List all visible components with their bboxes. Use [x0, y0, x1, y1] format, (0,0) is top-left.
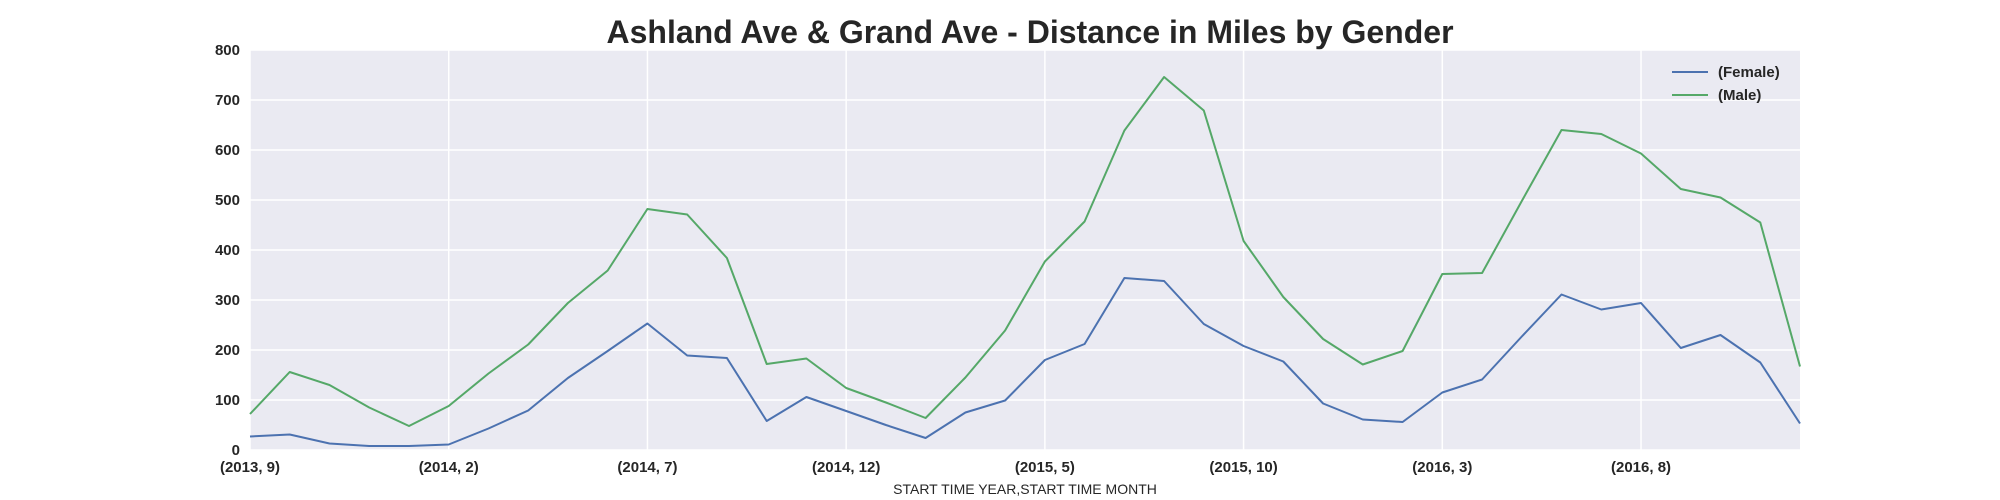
x-axis-label: START TIME YEAR,START TIME MONTH — [893, 481, 1157, 497]
y-tick-label: 0 — [232, 442, 240, 459]
legend-label: (Male) — [1718, 87, 1761, 104]
x-tick-label: (2014, 12) — [812, 459, 880, 476]
x-tick-label: (2014, 2) — [419, 459, 479, 476]
x-tick-label: (2015, 5) — [1015, 459, 1075, 476]
x-tick-label: (2016, 8) — [1611, 459, 1671, 476]
y-tick-label: 300 — [215, 292, 240, 309]
y-tick-label: 800 — [215, 42, 240, 59]
legend-label: (Female) — [1718, 64, 1780, 81]
x-tick-label: (2013, 9) — [220, 459, 280, 476]
y-tick-label: 400 — [215, 242, 240, 259]
x-tick-label: (2014, 7) — [617, 459, 677, 476]
x-tick-label: (2016, 3) — [1412, 459, 1472, 476]
legend: (Female) (Male) — [1672, 64, 1780, 104]
y-tick-label: 100 — [215, 392, 240, 409]
series-line-male — [249, 76, 1801, 427]
grid — [249, 49, 1800, 451]
y-tick-label: 200 — [215, 342, 240, 359]
series-lines — [249, 76, 1801, 447]
y-tick-label: 600 — [215, 142, 240, 159]
y-axis-ticks: 0 100 200 300 400 500 600 700 800 — [215, 42, 240, 459]
y-tick-label: 700 — [215, 92, 240, 109]
x-tick-label: (2015, 10) — [1209, 459, 1277, 476]
chart-title: Ashland Ave & Grand Ave - Distance in Mi… — [606, 14, 1453, 50]
y-tick-label: 500 — [215, 192, 240, 209]
series-line-female — [249, 277, 1801, 447]
x-axis-ticks: (2013, 9) (2014, 2) (2014, 7) (2014, 12) (20… — [220, 459, 1671, 476]
